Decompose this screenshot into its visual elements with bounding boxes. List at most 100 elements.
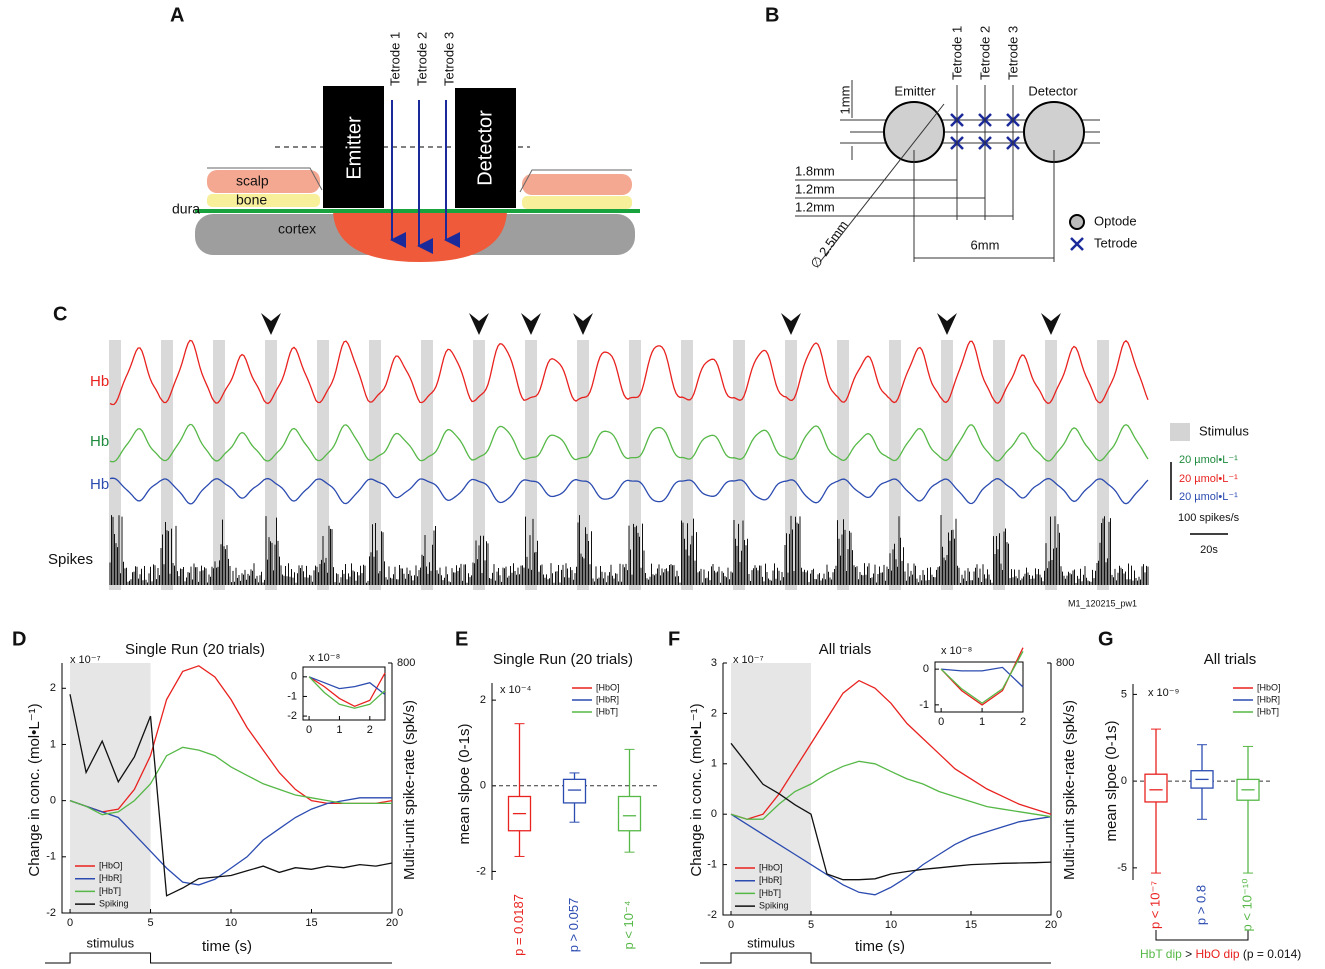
chart-title: Single Run (20 trials): [125, 641, 265, 658]
box-body: [1144, 773, 1168, 803]
y2-tick-label: 0: [1056, 909, 1062, 921]
legend-label: [HbR]: [1257, 694, 1280, 704]
trace: [109, 423, 1149, 463]
y-tick-label: -1: [707, 859, 717, 871]
x-tick-label: 2: [1020, 716, 1026, 728]
note-part: HbO dip: [1196, 947, 1240, 961]
tetrode-label: Tetrode 1: [949, 26, 964, 80]
scalp: [522, 174, 632, 195]
legend-label: [HbR]: [759, 875, 782, 885]
legend-label: [HbT]: [596, 706, 618, 716]
multiplier: x 10⁻⁷: [733, 654, 764, 666]
y-tick-label: 0: [923, 663, 929, 675]
panel-letter: G: [1098, 628, 1114, 650]
scale-label: 20s: [1200, 544, 1218, 556]
scale-label: 20 µmol•L⁻¹: [1179, 454, 1238, 466]
p-value: p < 10⁻⁴: [621, 901, 636, 950]
p-value: p < 10⁻¹⁰: [1239, 879, 1254, 932]
panel-letter: A: [170, 4, 184, 26]
x-tick-label: 0: [728, 919, 734, 931]
stimulus-bar: [629, 340, 641, 590]
y-tick-label: 1: [711, 758, 717, 770]
y-tick-label: 2: [711, 707, 717, 719]
trace: [109, 339, 1149, 406]
x-tick-label: 10: [885, 919, 897, 931]
detector-label: Detector: [1028, 83, 1078, 98]
y-tick-label: 0: [50, 795, 56, 807]
x-tick-label: 1: [336, 724, 342, 736]
bone: [207, 194, 320, 207]
y-tick-label: 0: [291, 671, 297, 683]
series-line: [69, 797, 392, 886]
series-line: [940, 650, 1024, 704]
panel-a: A Emitter Detector Tetrode 1 Tetrode 2 T…: [170, 4, 640, 262]
y-tick-label: -2: [46, 907, 56, 919]
tetrode-label: Tetrode 2: [414, 32, 429, 86]
stimulus-bar: [525, 340, 537, 590]
y-tick-label: -1: [919, 699, 929, 711]
scale-label: 100 spikes/s: [1178, 512, 1240, 524]
y-tick-label: 2: [480, 694, 486, 706]
panel-letter: E: [455, 628, 468, 650]
stimulus-label: stimulus: [747, 935, 795, 950]
stimulus-bar: [213, 340, 225, 590]
x-tick-label: 20: [1045, 919, 1057, 931]
x-tick-label: 15: [305, 917, 317, 929]
legend-label: Spiking: [99, 898, 129, 908]
legend-symbol: [1069, 214, 1085, 230]
file-label: M1_120215_pw1: [1068, 598, 1137, 608]
y-axis-label: Change in conc. (mol•L⁻¹): [688, 703, 705, 876]
stimulus-trace: [700, 952, 1051, 964]
y-axis-label: Change in conc. (mol•L⁻¹): [26, 703, 43, 876]
bone: [522, 196, 632, 209]
legend-label: [HbO]: [596, 682, 620, 692]
dimension-lines: [795, 80, 1054, 259]
series-line: [69, 665, 393, 813]
stimulus-shade: [70, 663, 151, 913]
note-part: >: [1185, 947, 1192, 961]
emitter: [323, 86, 384, 208]
multiplier: x 10⁻⁸: [941, 645, 972, 657]
x-tick-label: 0: [306, 724, 312, 736]
x-tick-label: 2: [367, 724, 373, 736]
stimulus-bar: [837, 340, 849, 590]
legend-label: [HbO]: [759, 862, 783, 872]
p-value: p > 0.8: [1193, 885, 1208, 925]
stimulus-bar: [421, 340, 433, 590]
comparison-note: HbT dip > HbO dip (p = 0.014): [1140, 947, 1301, 961]
note-part: (p = 0.014): [1243, 947, 1301, 961]
x-tick-label: 5: [147, 917, 153, 929]
x-tick-label: 15: [965, 919, 977, 931]
x-tick-label: 0: [67, 917, 73, 929]
series-line: [69, 746, 392, 816]
p-value: p = 0.0187: [511, 894, 526, 956]
x-tick-label: 5: [808, 919, 814, 931]
x-axis-label: time (s): [202, 938, 252, 955]
guides: [913, 85, 1055, 262]
stimulus-bar: [681, 340, 693, 590]
legend-label: Spiking: [759, 900, 789, 910]
y2-tick-label: 800: [1056, 657, 1074, 669]
x-tick-label: 0: [938, 716, 944, 728]
arrowhead: [937, 313, 957, 335]
legend-label: [HbR]: [596, 694, 619, 704]
tetrode-label: Tetrode 3: [441, 32, 456, 86]
stimulus-bar: [473, 340, 485, 590]
series-line: [730, 760, 1052, 820]
p-value: p < 10⁻⁷: [1147, 881, 1162, 929]
y-tick-label: 5: [1121, 688, 1127, 700]
arrowhead: [573, 313, 593, 335]
scalp-label: scalp: [236, 173, 269, 189]
x-tick-label: 1: [979, 716, 985, 728]
stimulus-bar: [265, 340, 277, 590]
legend-label: Stimulus: [1199, 423, 1249, 438]
legend-label: [HbR]: [99, 873, 122, 883]
x-tick-label: 10: [225, 917, 237, 929]
legend-label: Optode: [1094, 213, 1137, 228]
series-line: [730, 813, 1052, 896]
y-tick-label: -1: [287, 690, 297, 702]
chart-title: All trials: [819, 641, 872, 658]
series-line: [730, 679, 1052, 820]
stimulus-label: stimulus: [86, 935, 134, 950]
multiplier: x 10⁻⁷: [70, 654, 101, 666]
